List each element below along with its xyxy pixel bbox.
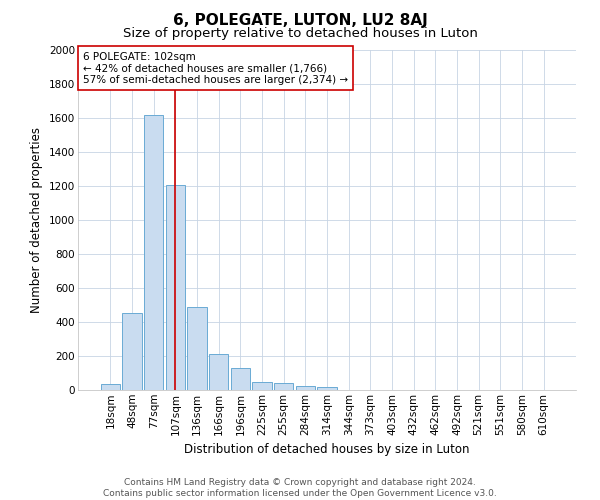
- Text: 6, POLEGATE, LUTON, LU2 8AJ: 6, POLEGATE, LUTON, LU2 8AJ: [173, 12, 427, 28]
- Bar: [296, 386, 315, 390]
- Bar: [317, 388, 337, 390]
- Bar: [274, 383, 293, 390]
- Text: 6 POLEGATE: 102sqm
← 42% of detached houses are smaller (1,766)
57% of semi-deta: 6 POLEGATE: 102sqm ← 42% of detached hou…: [83, 52, 348, 85]
- Bar: [144, 116, 163, 390]
- Bar: [101, 384, 120, 390]
- Bar: [230, 368, 250, 390]
- Bar: [166, 185, 185, 390]
- Bar: [209, 354, 229, 390]
- Text: Size of property relative to detached houses in Luton: Size of property relative to detached ho…: [122, 28, 478, 40]
- Text: Contains HM Land Registry data © Crown copyright and database right 2024.
Contai: Contains HM Land Registry data © Crown c…: [103, 478, 497, 498]
- Bar: [122, 312, 142, 390]
- Bar: [252, 382, 272, 390]
- Y-axis label: Number of detached properties: Number of detached properties: [31, 127, 43, 313]
- X-axis label: Distribution of detached houses by size in Luton: Distribution of detached houses by size …: [184, 443, 470, 456]
- Bar: [187, 306, 207, 390]
